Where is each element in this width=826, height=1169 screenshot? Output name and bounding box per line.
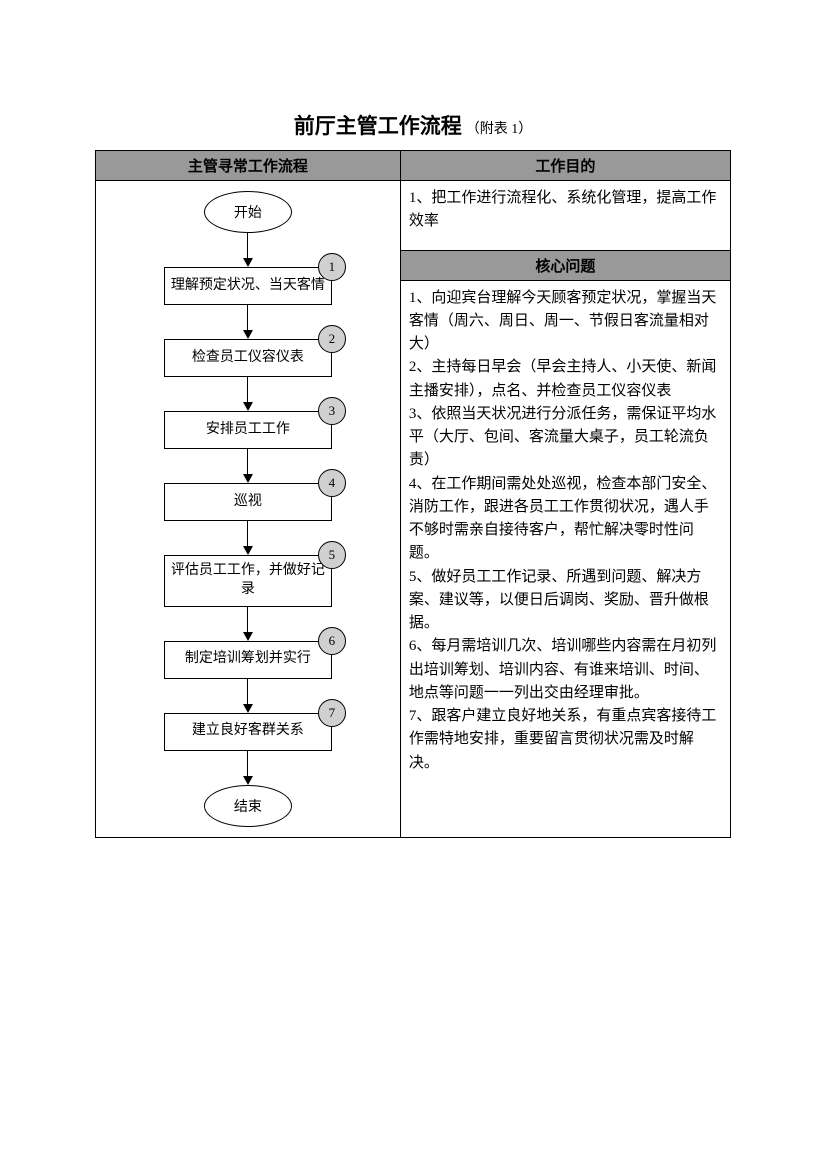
page-title: 前厅主管工作流程 （附表 1） [95, 110, 731, 140]
flow-step-6: 6 制定培训筹划并实行 [164, 641, 332, 679]
objective-text: 1、把工作进行流程化、系统化管理，提高工作效率 [401, 181, 730, 250]
flow-arrow [243, 521, 253, 555]
title-sub: （附表 1） [466, 122, 533, 137]
flow-badge: 4 [318, 469, 346, 497]
flow-step-4: 4 巡视 [164, 483, 332, 521]
core-item: 2、主持每日早会（早会主持人、小天使、新闻主播安排），点名、并检查员工仪容仪表 [409, 356, 722, 403]
page: 前厅主管工作流程 （附表 1） 主管寻常工作流程 工作目的 开始 1 理解预定状… [0, 0, 826, 898]
flow-step-label: 理解预定状况、当天客情 [164, 267, 332, 305]
flow-arrow [243, 679, 253, 713]
core-item: 4、在工作期间需处处巡视，检查本部门安全、消防工作，跟进各员工工作贯彻状况，遇人… [409, 473, 722, 566]
flow-badge: 3 [318, 397, 346, 425]
flow-step-label: 评估员工工作，并做好记录 [164, 555, 332, 607]
core-item: 6、每月需培训几次、培训哪些内容需在月初列出培训筹划、培训内容、有谁来培训、时间… [409, 635, 722, 705]
flow-badge: 6 [318, 627, 346, 655]
title-main: 前厅主管工作流程 [294, 114, 462, 138]
flowchart: 开始 1 理解预定状况、当天客情 2 检查员工仪容仪表 3 [104, 191, 392, 827]
flow-step-label: 建立良好客群关系 [164, 713, 332, 751]
flow-step-label: 检查员工仪容仪表 [164, 339, 332, 377]
right-cell: 1、把工作进行流程化、系统化管理，提高工作效率 核心问题 1、向迎宾台理解今天顾… [400, 181, 730, 838]
core-item: 7、跟客户建立良好地关系，有重点宾客接待工作需特地安排，重要留言贯彻状况需及时解… [409, 705, 722, 775]
flow-step-5: 5 评估员工工作，并做好记录 [164, 555, 332, 607]
flow-arrow [243, 305, 253, 339]
flow-arrow [243, 233, 253, 267]
flow-step-1: 1 理解预定状况、当天客情 [164, 267, 332, 305]
flow-badge: 2 [318, 325, 346, 353]
core-item: 1、向迎宾台理解今天顾客预定状况，掌握当天客情（周六、周日、周一、节假日客流量相… [409, 287, 722, 357]
flow-arrow [243, 377, 253, 411]
flow-step-label: 制定培训筹划并实行 [164, 641, 332, 679]
flow-step-2: 2 检查员工仪容仪表 [164, 339, 332, 377]
flow-end-label: 结束 [234, 796, 262, 816]
flow-badge: 7 [318, 699, 346, 727]
main-table: 主管寻常工作流程 工作目的 开始 1 理解预定状况、当天客情 2 [95, 150, 731, 838]
flow-step-7: 7 建立良好客群关系 [164, 713, 332, 751]
core-header: 核心问题 [401, 250, 730, 281]
flow-end: 结束 [204, 785, 292, 827]
flow-arrow [243, 751, 253, 785]
flow-step-label: 安排员工工作 [164, 411, 332, 449]
flow-start: 开始 [204, 191, 292, 233]
flowchart-cell: 开始 1 理解预定状况、当天客情 2 检查员工仪容仪表 3 [96, 181, 401, 838]
core-item: 3、依照当天状况进行分派任务，需保证平均水平（大厅、包间、客流量大桌子，员工轮流… [409, 403, 722, 473]
flow-arrow [243, 449, 253, 483]
flow-start-label: 开始 [234, 202, 262, 222]
header-right: 工作目的 [400, 151, 730, 181]
flow-badge: 1 [318, 253, 346, 281]
core-body: 1、向迎宾台理解今天顾客预定状况，掌握当天客情（周六、周日、周一、节假日客流量相… [401, 281, 730, 781]
flow-badge: 5 [318, 541, 346, 569]
header-left: 主管寻常工作流程 [96, 151, 401, 181]
flow-arrow [243, 607, 253, 641]
core-item: 5、做好员工工作记录、所遇到问题、解决方案、建议等，以便日后调岗、奖励、晋升做根… [409, 566, 722, 636]
flow-step-3: 3 安排员工工作 [164, 411, 332, 449]
flow-step-label: 巡视 [164, 483, 332, 521]
